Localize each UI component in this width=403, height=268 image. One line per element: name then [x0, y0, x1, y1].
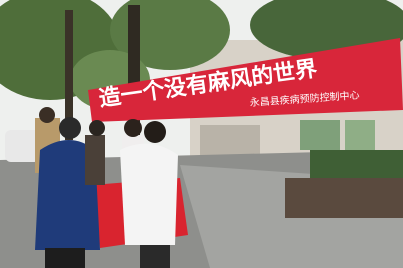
head — [59, 117, 81, 139]
planter — [285, 178, 403, 218]
head — [144, 121, 166, 143]
photo: 造一个没有麻风的世界 永昌县疾病预防控制中心 — [0, 0, 403, 268]
doorway — [200, 125, 260, 155]
window — [300, 120, 340, 150]
head — [39, 107, 55, 123]
page: 造一个没有麻风的世界 永昌县疾病预防控制中心 (() => { const da… — [0, 0, 403, 268]
legs — [140, 245, 170, 268]
doctor-white-coat — [120, 144, 178, 245]
person — [85, 135, 105, 185]
head — [89, 120, 105, 136]
window — [345, 120, 375, 150]
car — [5, 130, 40, 162]
head — [124, 119, 142, 137]
hedge — [310, 150, 403, 180]
legs — [45, 248, 85, 268]
